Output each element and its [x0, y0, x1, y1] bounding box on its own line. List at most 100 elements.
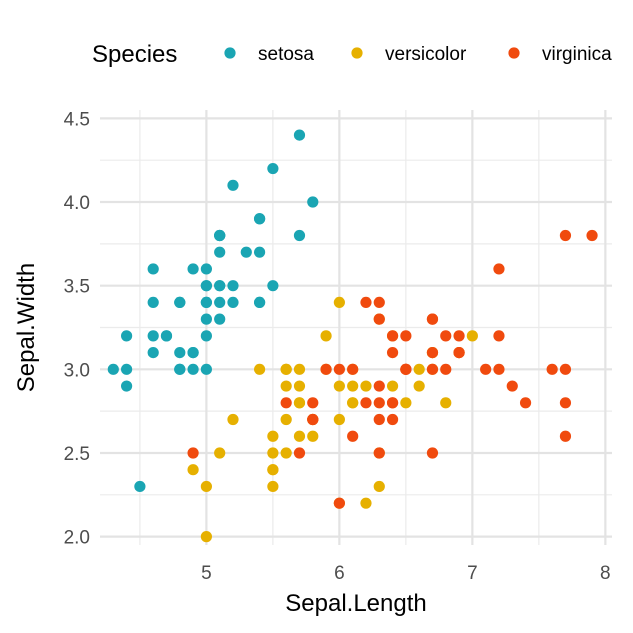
point-setosa	[174, 346, 186, 359]
point-setosa	[267, 162, 279, 175]
point-versicolor	[267, 447, 279, 459]
point-versicolor	[347, 380, 359, 392]
point-versicolor	[280, 413, 292, 426]
point-virginica	[440, 363, 452, 375]
point-versicolor	[293, 363, 306, 375]
point-virginica	[307, 397, 319, 409]
point-versicolor	[413, 380, 425, 392]
point-setosa	[214, 280, 226, 292]
point-versicolor	[307, 430, 319, 442]
plot-grid	[100, 110, 612, 545]
point-virginica	[559, 430, 572, 442]
point-versicolor	[227, 413, 239, 426]
point-virginica	[320, 363, 332, 375]
point-virginica	[360, 296, 372, 309]
axes: 5 6 7 8 2.0 2.5 3.0 3.5 4.0 4.5	[64, 109, 611, 584]
point-virginica	[333, 497, 345, 509]
point-setosa	[253, 246, 266, 258]
point-versicolor	[440, 397, 452, 409]
y-tick-label: 3.0	[64, 360, 90, 381]
point-setosa	[200, 263, 212, 275]
legend-label-virginica: virginica	[542, 44, 612, 65]
legend: Species setosa versicolor virginica	[92, 41, 612, 68]
data-points	[107, 129, 598, 543]
point-setosa	[214, 313, 226, 325]
point-versicolor	[333, 296, 345, 309]
point-setosa	[253, 296, 266, 309]
point-setosa	[147, 296, 159, 309]
point-virginica	[559, 397, 572, 409]
y-tick-label: 2.5	[64, 444, 90, 465]
legend-label-versicolor: versicolor	[385, 44, 467, 65]
point-versicolor	[373, 480, 385, 493]
point-versicolor	[320, 330, 332, 342]
point-setosa	[147, 330, 159, 342]
point-virginica	[373, 380, 385, 392]
point-setosa	[267, 280, 279, 292]
point-virginica	[426, 447, 439, 459]
point-versicolor	[293, 430, 306, 442]
x-tick-label: 8	[600, 563, 611, 584]
point-setosa	[187, 263, 199, 275]
point-setosa	[200, 330, 212, 342]
point-versicolor	[214, 447, 226, 459]
point-virginica	[373, 447, 385, 459]
point-setosa	[200, 280, 212, 292]
point-setosa	[307, 196, 319, 208]
point-versicolor	[267, 430, 279, 442]
point-virginica	[373, 397, 385, 409]
point-versicolor	[360, 380, 372, 392]
point-virginica	[360, 397, 372, 409]
point-virginica	[426, 346, 439, 359]
point-virginica	[400, 330, 412, 342]
point-versicolor	[267, 464, 279, 476]
point-versicolor	[280, 363, 292, 375]
point-virginica	[453, 330, 465, 342]
point-virginica	[586, 229, 598, 242]
y-tick-label: 2.0	[64, 528, 90, 549]
point-virginica	[559, 229, 572, 242]
point-versicolor	[187, 464, 199, 476]
point-setosa	[200, 363, 212, 375]
point-setosa	[147, 263, 159, 275]
point-setosa	[200, 313, 212, 325]
point-setosa	[200, 296, 212, 309]
point-virginica	[559, 363, 572, 375]
point-setosa	[174, 296, 186, 309]
point-setosa	[187, 363, 199, 375]
point-virginica	[386, 397, 399, 409]
point-setosa	[187, 346, 199, 359]
point-virginica	[386, 346, 399, 359]
point-versicolor	[347, 397, 359, 409]
point-versicolor	[400, 397, 412, 409]
x-tick-label: 6	[334, 563, 345, 584]
point-setosa	[214, 246, 226, 258]
point-versicolor	[333, 413, 345, 426]
point-virginica	[333, 363, 345, 375]
legend-key-setosa	[224, 47, 236, 59]
point-virginica	[373, 313, 385, 325]
point-versicolor	[360, 497, 372, 509]
point-virginica	[426, 363, 439, 375]
point-versicolor	[413, 363, 425, 375]
point-setosa	[240, 246, 252, 258]
point-setosa	[293, 129, 306, 141]
point-setosa	[214, 229, 226, 242]
point-setosa	[227, 280, 239, 292]
point-virginica	[293, 447, 306, 459]
point-versicolor	[200, 480, 212, 493]
point-virginica	[187, 447, 199, 459]
legend-title: Species	[92, 41, 177, 68]
point-versicolor	[253, 363, 266, 375]
point-virginica	[347, 430, 359, 442]
point-setosa	[227, 179, 239, 191]
point-virginica	[373, 296, 385, 309]
y-axis-title: Sepal.Width	[13, 263, 40, 392]
point-setosa	[174, 363, 186, 375]
point-virginica	[386, 330, 399, 342]
point-versicolor	[466, 330, 478, 342]
point-versicolor	[293, 380, 306, 392]
point-virginica	[400, 363, 412, 375]
point-setosa	[107, 363, 119, 375]
